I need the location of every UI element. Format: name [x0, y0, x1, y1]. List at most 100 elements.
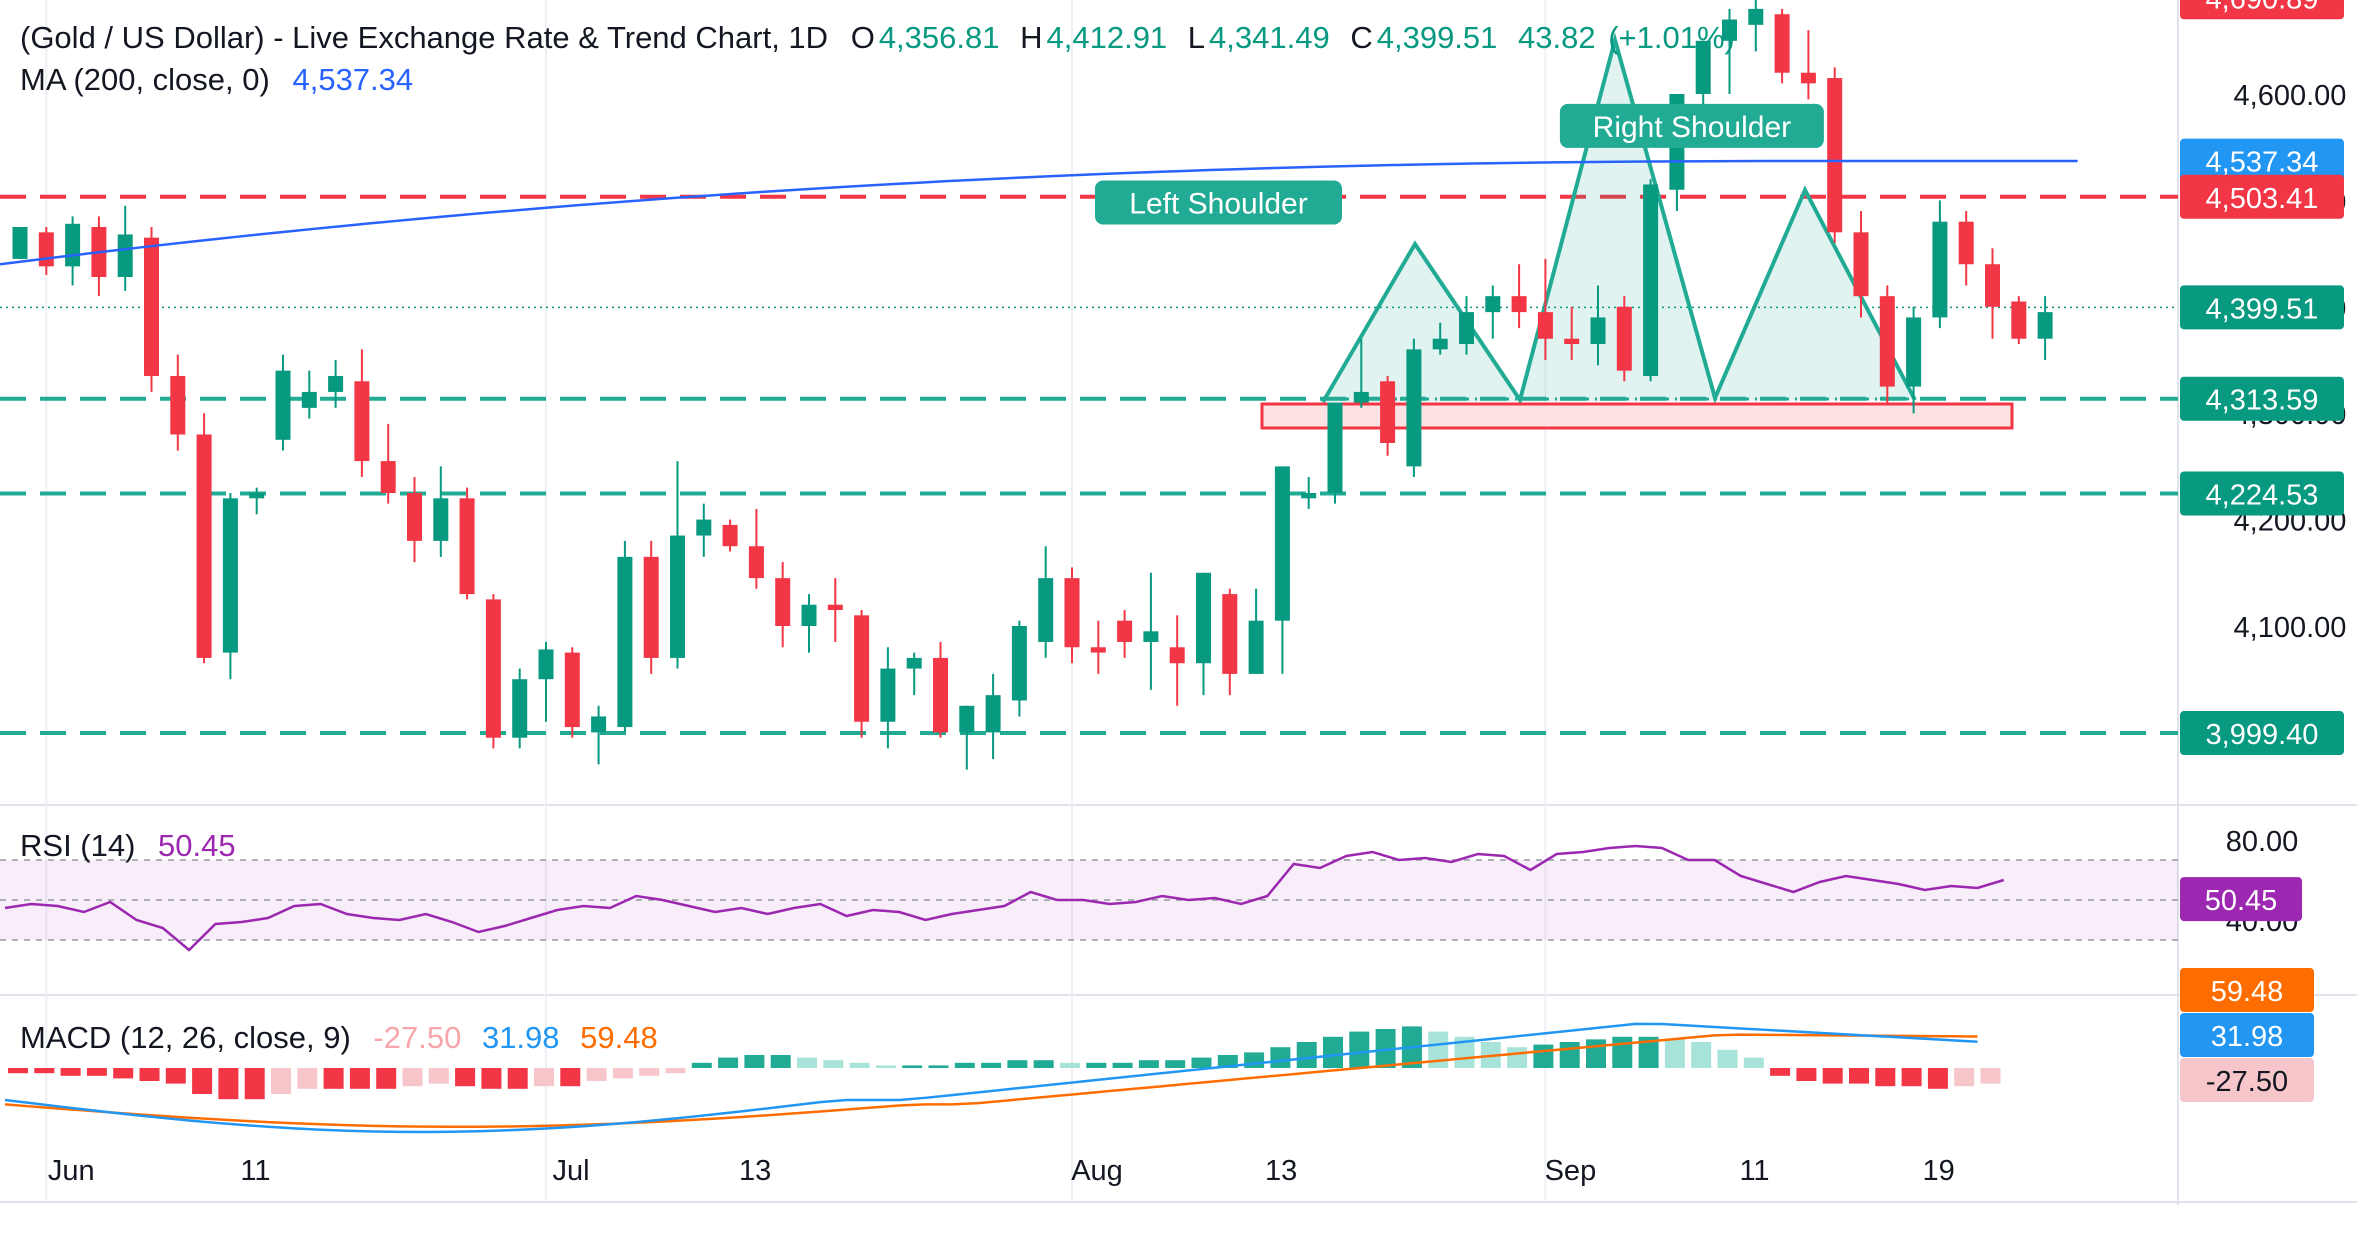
candle-body[interactable]	[959, 705, 975, 733]
macd-histogram-bar	[1165, 1060, 1186, 1068]
candle-body[interactable]	[117, 234, 133, 278]
candle-body[interactable]	[722, 524, 738, 547]
symbol-title[interactable]: (Gold / US Dollar) - Live Exchange Rate …	[20, 20, 829, 55]
price-badge[interactable]	[2180, 711, 2344, 756]
price-badge[interactable]	[2180, 0, 2344, 20]
candle-body[interactable]	[1432, 338, 1448, 350]
candle-body[interactable]	[1274, 466, 1290, 621]
candle-body[interactable]	[1011, 626, 1027, 701]
candle-body[interactable]	[1827, 78, 1843, 233]
candle-body[interactable]	[748, 546, 764, 579]
candle-body[interactable]	[65, 223, 81, 267]
candle-body[interactable]	[696, 519, 712, 536]
candle-body[interactable]	[1143, 631, 1159, 642]
macd-badge	[2180, 1013, 2314, 1057]
candle-body[interactable]	[880, 668, 896, 722]
candle-body[interactable]	[170, 375, 186, 435]
candle-body[interactable]	[1906, 317, 1922, 387]
candle-body[interactable]	[354, 381, 370, 462]
candle-body[interactable]	[1459, 312, 1474, 345]
macd-label[interactable]: MACD (12, 26, close, 9)	[20, 1020, 351, 1055]
price-badge[interactable]	[2180, 376, 2344, 421]
candle-body[interactable]	[301, 391, 317, 408]
candle-body[interactable]	[1564, 338, 1580, 345]
candle-body[interactable]	[906, 657, 922, 669]
candle-body[interactable]	[328, 375, 344, 392]
candle-body[interactable]	[564, 652, 580, 728]
time-axis: Jun 11 Jul 13 Aug 13 Sep 11 19	[48, 1155, 1955, 1187]
annotation-box	[1095, 180, 1342, 225]
candle-body[interactable]	[222, 498, 238, 653]
candle-body[interactable]	[2037, 312, 2053, 339]
candle-body[interactable]	[1169, 647, 1185, 664]
candle-body[interactable]	[1985, 264, 2000, 307]
candle-body[interactable]	[985, 695, 1001, 733]
candle-body[interactable]	[2011, 301, 2027, 339]
candle-body[interactable]	[1248, 620, 1264, 674]
candle-body[interactable]	[854, 615, 870, 722]
candle-body[interactable]	[1537, 312, 1553, 339]
macd-pane	[4, 1022, 2001, 1134]
candle-body[interactable]	[1301, 493, 1317, 499]
candle-body[interactable]	[1406, 349, 1422, 467]
candle-body[interactable]	[144, 237, 159, 376]
price-badge[interactable]	[2180, 285, 2344, 330]
candle-body[interactable]	[1353, 391, 1369, 403]
candle-body[interactable]	[380, 461, 396, 493]
candle-body[interactable]	[12, 227, 28, 259]
candle-body[interactable]	[433, 498, 449, 541]
candle-body[interactable]	[1932, 221, 1948, 318]
macd-histogram-bar	[954, 1062, 975, 1068]
candle-body[interactable]	[1853, 232, 1869, 297]
candle-body[interactable]	[1616, 306, 1632, 371]
candle-body[interactable]	[249, 493, 265, 499]
candle-body[interactable]	[591, 716, 607, 733]
candle-body[interactable]	[1695, 40, 1711, 94]
price-badge[interactable]	[2180, 471, 2344, 516]
candle-body[interactable]	[1511, 296, 1527, 313]
candle-body[interactable]	[1196, 572, 1211, 664]
candle-body[interactable]	[1064, 578, 1080, 648]
candle-body[interactable]	[1879, 296, 1895, 387]
candle-body[interactable]	[1327, 402, 1343, 493]
candle-body[interactable]	[1590, 317, 1606, 345]
candle-body[interactable]	[196, 434, 212, 658]
candle-body[interactable]	[407, 493, 422, 541]
candle-body[interactable]	[1748, 8, 1764, 25]
candle-body[interactable]	[1038, 578, 1054, 642]
time-tick-label: 19	[1922, 1155, 1954, 1187]
candle-body[interactable]	[38, 232, 54, 267]
price-badge[interactable]	[2180, 174, 2344, 219]
rsi-pane	[0, 844, 2178, 952]
candle-body[interactable]	[485, 599, 501, 738]
macd-histogram-bar	[481, 1068, 502, 1089]
time-tick-label: 13	[1265, 1155, 1297, 1187]
rsi-label[interactable]: RSI (14)	[20, 828, 136, 863]
candle-body[interactable]	[1222, 594, 1238, 674]
candle-body[interactable]	[933, 657, 948, 733]
macd-hist-value: -27.50	[373, 1020, 462, 1055]
candle-body[interactable]	[1774, 14, 1790, 73]
candle-body[interactable]	[1485, 296, 1501, 313]
price-badge[interactable]	[2180, 138, 2344, 183]
candle-body[interactable]	[1722, 19, 1737, 41]
candle-body[interactable]	[775, 578, 791, 626]
candle-body[interactable]	[1117, 620, 1133, 642]
candle-body[interactable]	[538, 649, 554, 680]
candle-body[interactable]	[670, 535, 685, 658]
candle-body[interactable]	[1800, 72, 1816, 84]
candle-body[interactable]	[643, 556, 659, 658]
candle-body[interactable]	[1643, 184, 1659, 376]
price-tick-label: 4,100.00	[2234, 612, 2347, 644]
ma-label[interactable]: MA (200, close, 0)	[20, 62, 270, 97]
candle-body[interactable]	[1958, 221, 1974, 265]
candle-body[interactable]	[1380, 381, 1396, 443]
candle-body[interactable]	[512, 679, 528, 738]
candle-body[interactable]	[1090, 647, 1106, 653]
candle-body[interactable]	[275, 370, 291, 440]
candle-body[interactable]	[827, 604, 843, 611]
candle-body[interactable]	[459, 498, 475, 595]
candle-body[interactable]	[617, 556, 633, 728]
candle-body[interactable]	[801, 604, 817, 626]
